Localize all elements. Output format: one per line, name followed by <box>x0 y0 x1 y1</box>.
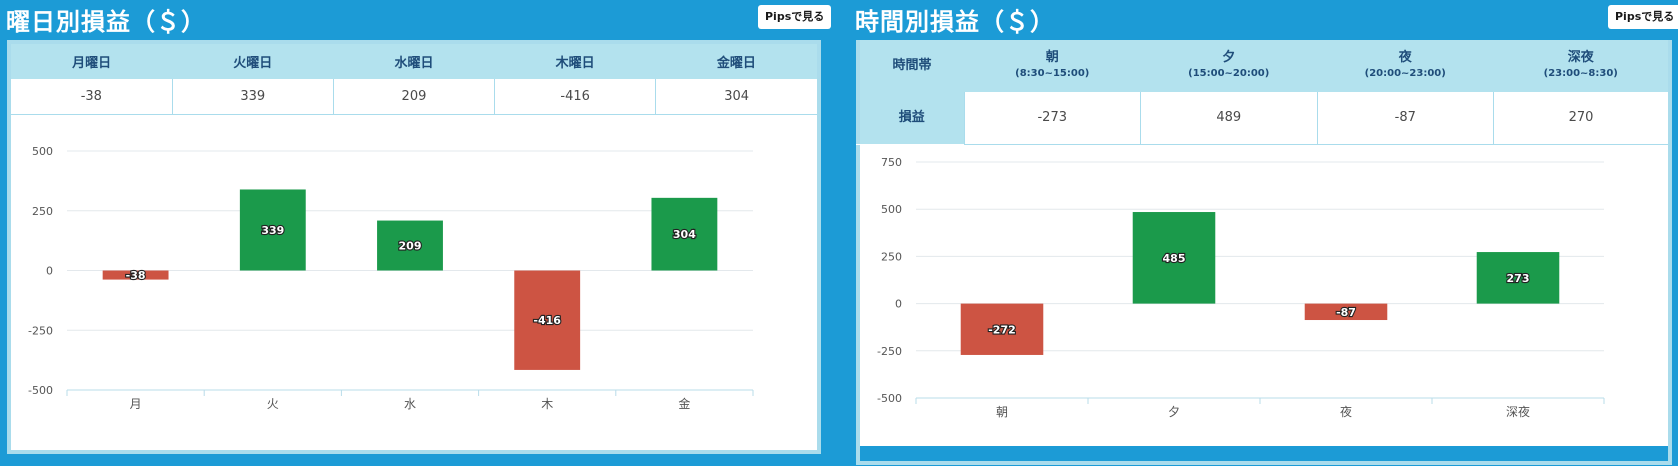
weekday-card: 月曜日 火曜日 水曜日 木曜日 金曜日 -38 339 209 -416 304… <box>7 40 821 454</box>
data-label: 485 <box>1163 251 1186 264</box>
x-tick-label: 深夜 <box>1506 404 1530 419</box>
time-card: 時間帯 朝 (8:30~15:00) 夕 (15:00~20:00) 夜 (20… <box>856 40 1672 465</box>
value-wednesday: 209 <box>332 79 495 115</box>
y-tick-label: 750 <box>881 156 902 169</box>
row-header-pnl: 損益 <box>858 92 964 144</box>
header-range: (8:30~15:00) <box>1015 68 1090 79</box>
header-evening: 夕 (15:00~20:00) <box>1140 40 1317 92</box>
y-tick-label: -250 <box>877 344 902 357</box>
data-label: 304 <box>673 228 696 241</box>
header-tuesday: 火曜日 <box>172 44 334 79</box>
time-table: 時間帯 朝 (8:30~15:00) 夕 (15:00~20:00) 夜 (20… <box>856 40 1672 145</box>
data-label: -87 <box>1336 305 1356 318</box>
bar <box>514 270 581 370</box>
header-range: (23:00~8:30) <box>1543 68 1618 79</box>
weekday-table: 月曜日 火曜日 水曜日 木曜日 金曜日 -38 339 209 -416 304 <box>11 44 817 115</box>
bar <box>1132 211 1216 304</box>
bar <box>960 303 1044 355</box>
value-morning: -273 <box>963 92 1141 145</box>
view-in-pips-button[interactable]: Pipsで見る <box>1608 5 1678 29</box>
x-tick-label: 夕 <box>1168 405 1180 419</box>
time-chart: 750 500 250 0 -250 -500 -272 朝 485 夕 -87 夜 273 深夜 <box>856 144 1672 465</box>
header-label: 夕 <box>1222 50 1236 65</box>
data-label: 209 <box>399 239 422 252</box>
panel-title: 時間別損益（＄） <box>855 8 1055 36</box>
header-range: (20:00~23:00) <box>1364 68 1446 79</box>
table-row: 損益 -273 489 -87 270 <box>858 92 1670 145</box>
value-late-night: 270 <box>1493 92 1670 145</box>
x-tick-label: 水 <box>404 397 416 411</box>
header-morning: 朝 (8:30~15:00) <box>964 40 1141 92</box>
bar <box>377 220 443 270</box>
table-row: -38 339 209 -416 304 <box>11 79 817 115</box>
x-tick-label: 月 <box>130 397 142 411</box>
value-monday: -38 <box>11 79 173 115</box>
y-tick-label: -500 <box>877 392 902 405</box>
header-late-night: 深夜 (23:00~8:30) <box>1493 40 1670 92</box>
panel-title: 曜日別損益（＄） <box>6 8 206 36</box>
y-tick-label: 250 <box>881 250 902 263</box>
header-thursday: 木曜日 <box>494 44 656 79</box>
table-header-row: 月曜日 火曜日 水曜日 木曜日 金曜日 <box>11 44 817 79</box>
y-tick-label: -250 <box>28 324 53 337</box>
data-label: -38 <box>126 269 146 282</box>
bar <box>651 197 718 270</box>
x-tick-label: 金 <box>678 396 690 411</box>
value-friday: 304 <box>655 79 817 115</box>
header-friday: 金曜日 <box>655 44 817 79</box>
x-tick-label: 火 <box>267 397 279 411</box>
header-night: 夜 (20:00~23:00) <box>1317 40 1494 92</box>
bar <box>1476 251 1560 304</box>
weekday-chart: 500 250 0 -250 -500 -38 月 339 火 209 水 -416 木 304 金 <box>11 115 817 451</box>
y-tick-label: 0 <box>46 264 53 277</box>
header-wednesday: 水曜日 <box>333 44 495 79</box>
table-header-row: 時間帯 朝 (8:30~15:00) 夕 (15:00~20:00) 夜 (20… <box>858 40 1670 92</box>
row-header-timeslot: 時間帯 <box>858 40 964 92</box>
data-label: 273 <box>1507 271 1530 284</box>
bar <box>102 270 169 280</box>
header-label: 夜 <box>1398 50 1412 65</box>
header-label: 深夜 <box>1567 50 1594 65</box>
data-label: 339 <box>261 223 284 236</box>
y-tick-label: 500 <box>881 203 902 216</box>
header-label: 朝 <box>1045 50 1059 65</box>
data-label: -272 <box>988 323 1016 336</box>
value-tuesday: 339 <box>171 79 334 115</box>
header-monday: 月曜日 <box>11 44 173 79</box>
bar <box>1304 303 1388 320</box>
y-tick-label: -500 <box>28 384 53 397</box>
x-tick-label: 木 <box>541 397 553 411</box>
weekday-bar-chart: 500 250 0 -250 -500 -38 月 339 火 209 水 -416 木 304 金 <box>28 145 754 411</box>
time-bar-chart: 750 500 250 0 -250 -500 -272 朝 485 夕 -87 夜 273 深夜 <box>877 156 1605 419</box>
value-evening: 489 <box>1140 92 1317 145</box>
y-tick-label: 250 <box>32 204 53 217</box>
view-in-pips-button[interactable]: Pipsで見る <box>758 5 832 29</box>
data-label: -416 <box>533 314 561 327</box>
value-thursday: -416 <box>494 79 656 115</box>
value-night: -87 <box>1316 92 1494 145</box>
header-range: (15:00~20:00) <box>1188 68 1270 79</box>
x-tick-label: 夜 <box>1340 404 1352 419</box>
y-tick-label: 500 <box>32 145 53 158</box>
y-tick-label: 0 <box>895 297 902 310</box>
bar <box>239 188 306 270</box>
x-tick-label: 朝 <box>996 405 1008 419</box>
